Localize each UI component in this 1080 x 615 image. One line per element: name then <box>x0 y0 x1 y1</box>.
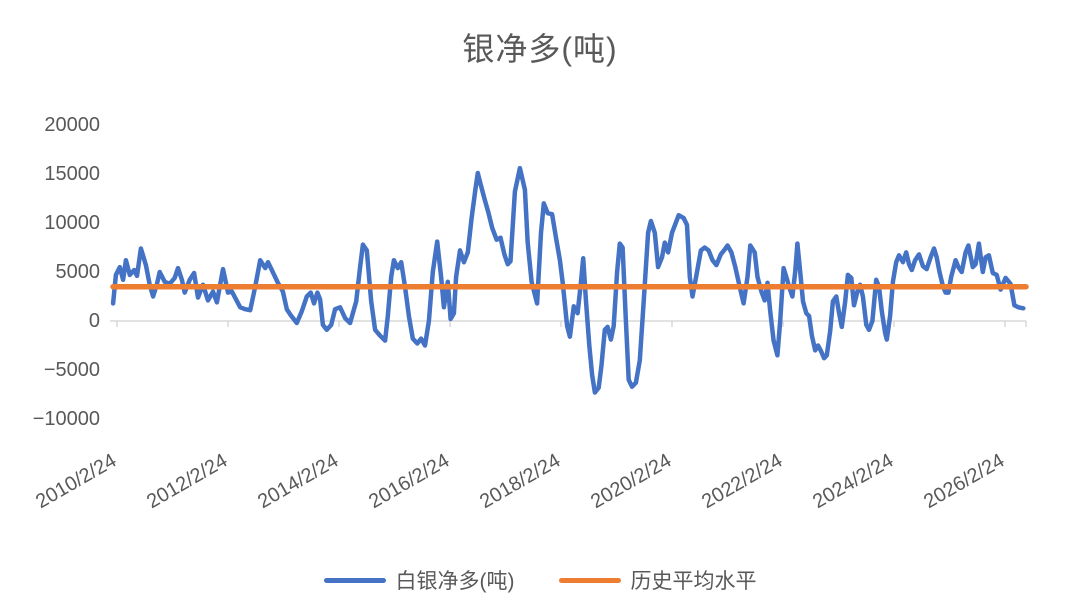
legend-item-average: 历史平均水平 <box>558 565 757 595</box>
net-long-line-swatch-icon <box>323 577 386 583</box>
y-axis-tick-label: −10000 <box>32 408 100 430</box>
legend: 白银净多(吨) 历史平均水平 <box>0 563 1080 597</box>
y-axis-tick-label: 10000 <box>44 212 100 234</box>
average-line-swatch-icon <box>558 577 621 583</box>
y-axis-tick-label: 20000 <box>44 114 100 136</box>
y-axis-tick-label: 0 <box>88 310 100 332</box>
y-axis-tick-label: −5000 <box>43 359 100 381</box>
net-long-series-line <box>110 165 1026 395</box>
legend-label-net-long: 白银净多(吨) <box>395 570 515 593</box>
y-axis-tick-label: 5000 <box>55 261 101 283</box>
y-axis-tick-label: 15000 <box>44 163 100 185</box>
legend-item-net-long: 白银净多(吨) <box>323 565 515 595</box>
legend-label-average: 历史平均水平 <box>630 570 757 593</box>
chart-title: 银净多(吨) <box>462 31 618 67</box>
